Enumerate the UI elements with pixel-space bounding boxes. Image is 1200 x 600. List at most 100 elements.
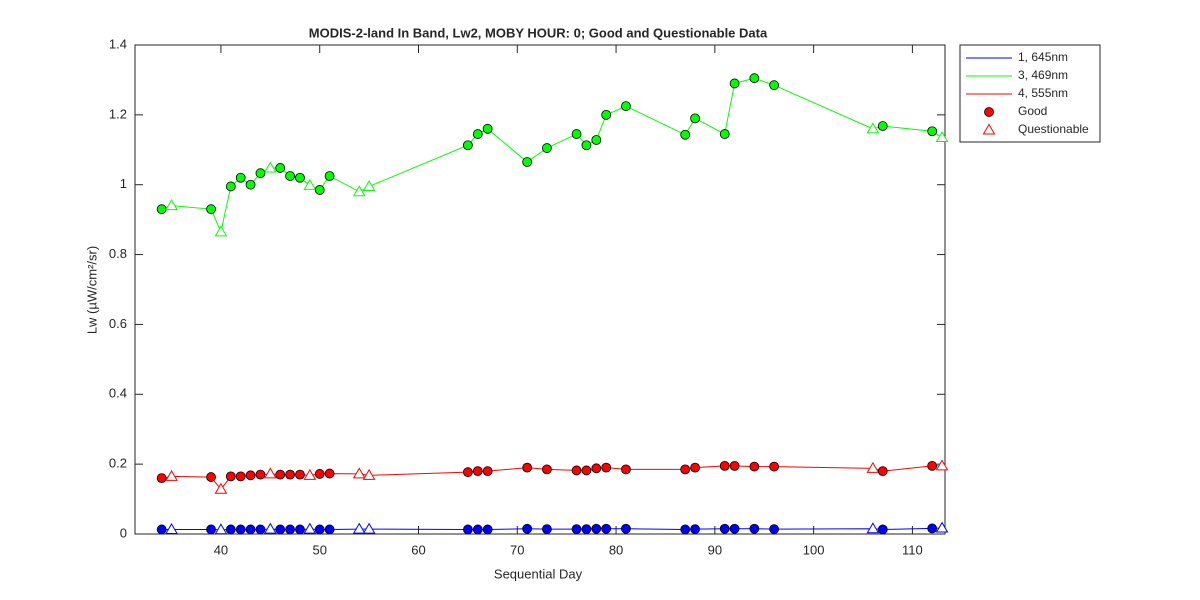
y-axis-label: Lw (µW/cm²/sr)	[84, 246, 99, 334]
y-tick-label: 1.2	[109, 106, 127, 121]
chart-title: MODIS-2-land In Band, Lw2, MOBY HOUR: 0;…	[309, 25, 768, 40]
marker-good	[680, 464, 691, 475]
marker-good	[206, 524, 216, 535]
marker-good	[719, 460, 730, 471]
marker-good	[324, 468, 335, 479]
marker-good	[462, 140, 473, 151]
y-tick-label: 0.2	[109, 456, 127, 471]
legend-label: Good	[1018, 104, 1047, 118]
marker-questionable	[165, 522, 178, 534]
marker-good	[769, 461, 780, 472]
marker-questionable	[935, 521, 949, 533]
marker-good	[156, 524, 167, 535]
marker-good	[542, 524, 552, 535]
marker-questionable	[866, 461, 880, 473]
marker-good	[690, 462, 700, 473]
marker-good	[295, 524, 305, 535]
marker-questionable	[214, 523, 228, 535]
marker-good	[621, 464, 631, 475]
marker-good	[749, 461, 760, 472]
marker-good	[877, 121, 888, 131]
marker-good	[285, 469, 295, 480]
marker-good	[729, 460, 740, 471]
marker-questionable	[165, 199, 178, 211]
marker-good	[275, 163, 286, 173]
marker-good	[482, 524, 493, 535]
marker-good	[927, 126, 938, 137]
marker-good	[245, 470, 256, 481]
marker-good	[571, 465, 582, 476]
marker-good	[295, 469, 305, 480]
marker-questionable	[303, 522, 317, 534]
y-tick-label: 0	[120, 525, 127, 540]
marker-good	[462, 524, 473, 535]
marker-good	[324, 524, 335, 535]
marker-good	[621, 101, 631, 112]
marker-questionable	[362, 468, 376, 480]
marker-good	[245, 524, 256, 535]
marker-questionable	[214, 225, 228, 237]
marker-good	[601, 523, 612, 534]
x-tick-label: 110	[902, 542, 923, 557]
marker-good	[749, 523, 760, 534]
marker-good	[591, 135, 602, 145]
y-tick-label: 1	[120, 176, 127, 191]
marker-questionable	[935, 459, 949, 471]
marker-good	[591, 463, 602, 474]
marker-good	[206, 204, 216, 215]
marker-good	[581, 524, 592, 535]
marker-good	[601, 109, 612, 120]
marker-good	[462, 467, 473, 478]
marker-good	[729, 78, 740, 89]
marker-questionable	[263, 161, 277, 173]
marker-good	[472, 524, 483, 535]
marker-good	[542, 464, 552, 475]
marker-good	[275, 469, 286, 480]
marker-questionable	[866, 522, 880, 534]
marker-good	[245, 179, 256, 190]
marker-good	[482, 123, 493, 134]
marker-good	[729, 523, 740, 534]
marker-good	[571, 129, 582, 139]
x-tick-label: 80	[609, 542, 623, 557]
y-tick-label: 0.6	[109, 316, 127, 331]
marker-good	[235, 471, 246, 482]
marker-good	[255, 524, 266, 535]
marker-good	[984, 107, 994, 117]
marker-questionable	[362, 179, 376, 191]
y-tick-label: 0.4	[109, 386, 127, 401]
y-tick-label: 0.8	[109, 246, 127, 261]
marker-good	[690, 113, 700, 124]
marker-good	[877, 466, 888, 477]
marker-questionable	[303, 178, 317, 190]
y-tick-label: 1.4	[109, 36, 127, 51]
marker-questionable	[303, 468, 317, 480]
marker-good	[680, 524, 691, 535]
marker-good	[769, 80, 780, 91]
marker-questionable	[866, 122, 880, 134]
x-tick-label: 90	[708, 542, 722, 557]
marker-good	[522, 462, 533, 473]
marker-good	[591, 523, 602, 534]
axes-box	[134, 44, 946, 535]
legend-label: Questionable	[1018, 122, 1089, 136]
marker-good	[719, 523, 730, 534]
x-tick-label: 70	[510, 542, 524, 557]
marker-good	[472, 129, 483, 139]
marker-good	[235, 524, 246, 535]
marker-good	[769, 524, 780, 535]
marker-questionable	[935, 131, 949, 143]
x-tick-label: 60	[411, 542, 425, 557]
marker-good	[295, 172, 305, 183]
marker-good	[255, 168, 266, 179]
marker-good	[719, 129, 730, 139]
marker-good	[601, 462, 612, 473]
marker-questionable	[214, 482, 228, 494]
marker-good	[225, 471, 236, 482]
marker-good	[324, 171, 335, 181]
x-tick-label: 100	[803, 542, 825, 557]
marker-good	[314, 469, 325, 479]
marker-good	[621, 523, 631, 534]
marker-questionable	[352, 185, 366, 197]
x-tick-label: 40	[214, 542, 228, 557]
